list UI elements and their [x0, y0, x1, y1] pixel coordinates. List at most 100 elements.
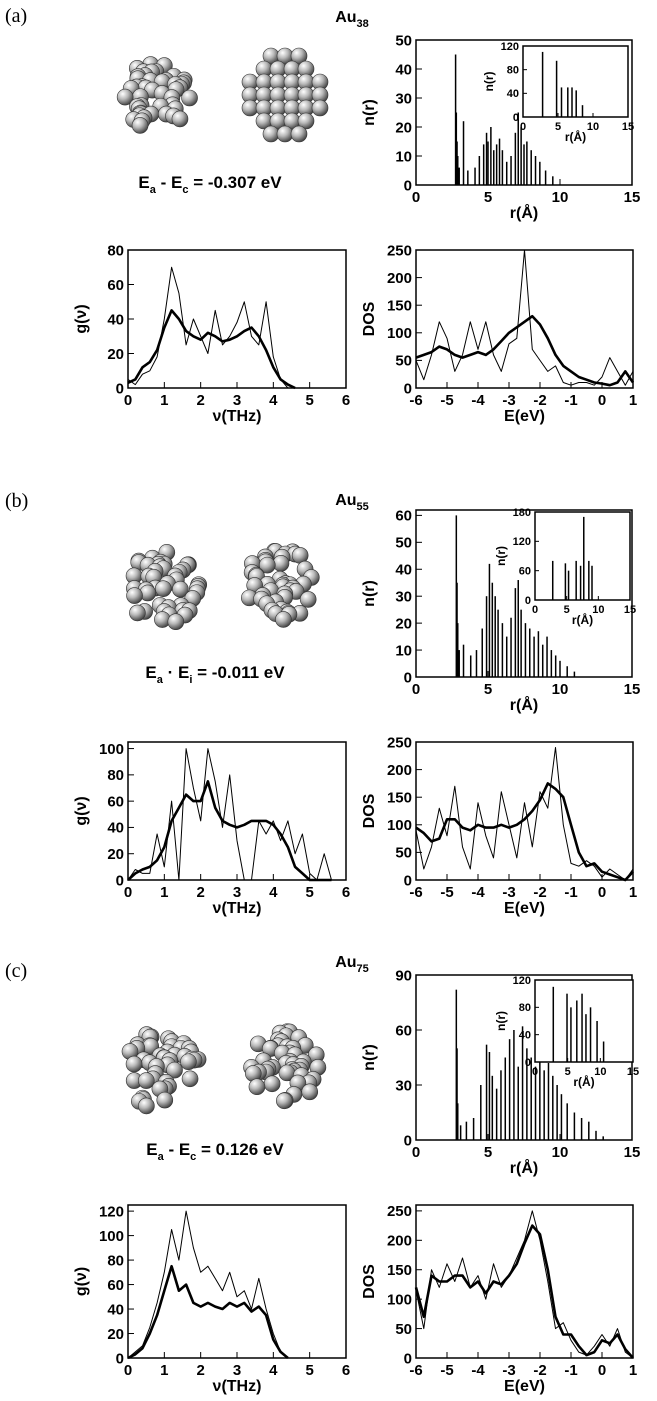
y-tick-label: 50 [395, 353, 412, 370]
x-tick-label: 5 [564, 604, 570, 616]
y-tick-label: 250 [387, 1203, 412, 1220]
bar [560, 87, 563, 117]
energy-part: - E [164, 1140, 190, 1159]
atom [276, 1092, 293, 1110]
y-tick-label: 80 [107, 1252, 124, 1269]
y-axis-label: n(r) [361, 580, 378, 607]
atom [155, 580, 172, 597]
y-tick-label: 0 [404, 872, 412, 889]
plot-area [128, 1205, 346, 1358]
x-tick-label: -6 [409, 392, 422, 409]
x-tick-label: 0 [412, 1144, 420, 1161]
y-tick-label: 20 [395, 615, 412, 632]
bar [474, 167, 476, 185]
bar [534, 1066, 537, 1140]
panel-label: (c) [5, 960, 27, 982]
bar [575, 90, 577, 117]
energy-part: · E [163, 663, 189, 682]
x-tick-label: 2 [196, 1362, 204, 1379]
y-axis-label: g(ν) [73, 796, 90, 825]
bar [602, 1136, 604, 1140]
atom [125, 1055, 143, 1073]
bar [530, 1057, 532, 1140]
bar [581, 993, 583, 1062]
energy-text: Ea - Ec = 0.126 eV [146, 1140, 284, 1163]
y-tick-label: 120 [99, 1203, 124, 1220]
atom [262, 125, 280, 143]
x-tick-label: -2 [533, 1362, 546, 1379]
x-tick-label: 0 [520, 121, 526, 133]
x-tick-label: 0 [412, 681, 420, 698]
x-tick-label: 4 [269, 392, 278, 409]
bar [498, 138, 501, 185]
energy-part: = -0.307 eV [188, 173, 282, 192]
bar [595, 1130, 597, 1140]
atom [156, 1091, 174, 1109]
x-tick-label: 0 [598, 1362, 606, 1379]
y-tick-label: 100 [99, 1228, 124, 1245]
panel-label: (b) [5, 490, 28, 512]
x-tick-label: 5 [484, 681, 492, 698]
plot-frame [534, 511, 631, 601]
panel-label: (a) [5, 5, 27, 27]
y-tick-label: 0 [116, 872, 124, 889]
plot-frame [415, 509, 633, 678]
y-axis-label: n(r) [361, 1044, 378, 1071]
atom [167, 613, 185, 630]
bar [530, 150, 532, 185]
cluster-size: 55 [357, 501, 369, 513]
bar [573, 1112, 576, 1140]
bar [480, 1085, 482, 1140]
bar [554, 655, 557, 677]
x-axis-label: r(Å) [572, 612, 593, 627]
atom [126, 587, 143, 604]
bar [510, 617, 512, 677]
bar [508, 1039, 511, 1140]
y-tick-label: 80 [507, 65, 519, 77]
y-tick-label: 0 [513, 112, 519, 124]
bar [517, 580, 519, 677]
y-tick-label: 100 [387, 1291, 412, 1308]
bar [567, 570, 570, 600]
bar [523, 144, 525, 185]
bar [457, 623, 459, 677]
bar [501, 623, 504, 677]
bar [514, 132, 517, 185]
atom [116, 88, 134, 106]
x-tick-label: 5 [565, 1066, 571, 1078]
line-series [415, 314, 635, 387]
y-tick-label: 180 [513, 507, 531, 519]
bar [497, 609, 499, 677]
x-tick-label: -1 [564, 884, 577, 901]
plot-area [128, 742, 346, 880]
plot-area [535, 512, 630, 600]
x-axis-label: ν(THz) [213, 900, 262, 917]
energy-part: = -0.011 eV [192, 663, 285, 682]
y-tick-label: 50 [395, 32, 412, 49]
x-tick-label: -5 [440, 392, 453, 409]
x-tick-label: 10 [552, 1144, 569, 1161]
y-tick-label: 60 [107, 793, 124, 810]
atom [297, 112, 315, 130]
x-tick-label: 5 [305, 884, 313, 901]
y-tick-label: 20 [107, 346, 124, 363]
bar [510, 156, 512, 185]
y-tick-label: 100 [387, 817, 412, 834]
y-tick-label: 20 [107, 1326, 124, 1343]
x-tick-label: 0 [124, 884, 132, 901]
y-tick-label: 40 [107, 820, 124, 837]
atom [180, 1053, 197, 1071]
x-tick-label: -4 [471, 392, 485, 409]
x-tick-label: 0 [598, 392, 606, 409]
x-tick-label: 15 [624, 189, 641, 206]
y-tick-label: 150 [387, 789, 412, 806]
x-tick-label: 10 [594, 1066, 606, 1078]
x-tick-label: 1 [160, 1362, 168, 1379]
atom [259, 556, 276, 574]
bar [585, 1014, 587, 1062]
bar [517, 112, 519, 185]
bar [481, 628, 483, 677]
bar [589, 1007, 592, 1062]
